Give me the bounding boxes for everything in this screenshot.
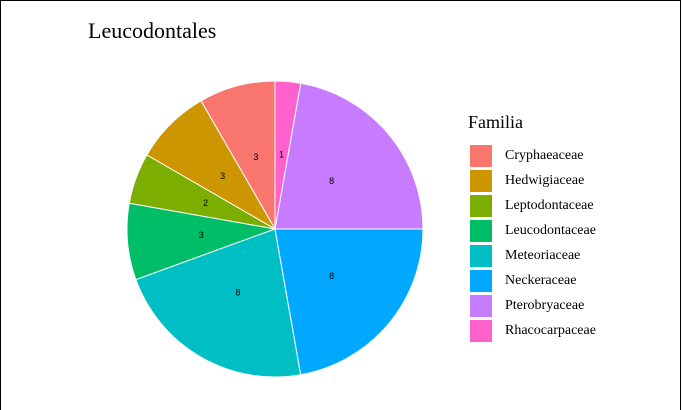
legend-label: Pterobryaceae [505,298,584,313]
legend-label: Meteoriaceae [505,248,580,263]
pie-slice [135,228,302,378]
pie-slice [274,228,424,376]
legend-label: Cryphaeaceae [505,148,584,163]
legend-key [470,195,492,217]
legend-key [470,145,492,167]
legend-key [470,295,492,317]
legend-label: Leptodontaceae [505,198,594,213]
chart-title: Leucodontales [88,18,216,43]
legend-key [470,220,492,242]
data-label: 8 [329,271,334,281]
data-label: 2 [203,198,208,208]
legend-title: Familia [468,112,523,132]
legend-label: Rhacocarpaceae [505,323,596,338]
legend-key [470,270,492,292]
data-label: 3 [253,152,258,162]
data-label: 3 [220,171,225,181]
data-label: 8 [329,176,334,186]
pie-slice [274,82,424,230]
pie-slice [274,80,302,230]
legend-label: Leucodontaceae [505,223,596,238]
legend-label: Neckeraceae [505,273,576,288]
legend-key [470,245,492,267]
legend-key [470,320,492,342]
data-label: 3 [199,230,204,240]
data-label: 8 [235,287,240,297]
data-label: 1 [279,150,284,160]
legend-label: Hedwigiaceae [505,173,584,188]
legend-key [470,170,492,192]
